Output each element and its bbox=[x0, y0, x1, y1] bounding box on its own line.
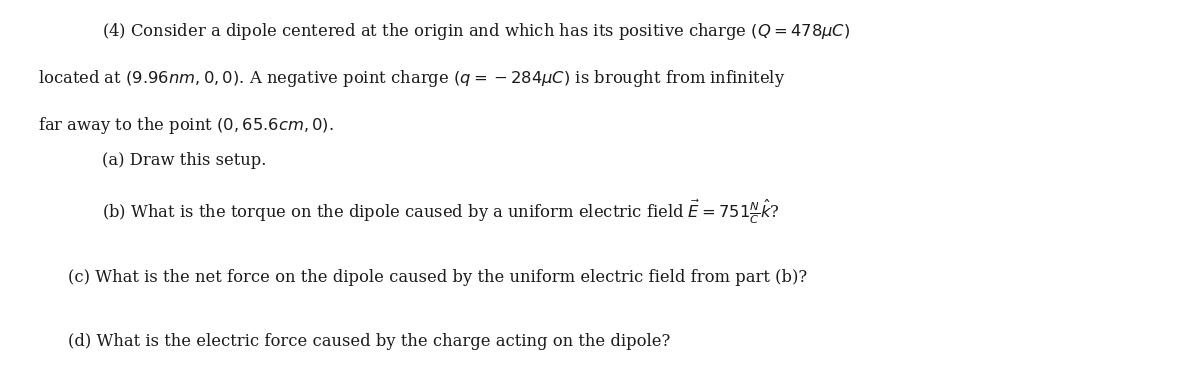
Text: (b) What is the torque on the dipole caused by a uniform electric field $\vec{E}: (b) What is the torque on the dipole cau… bbox=[102, 197, 780, 226]
Text: far away to the point $(0, 65.6cm, 0)$.: far away to the point $(0, 65.6cm, 0)$. bbox=[38, 115, 335, 136]
Text: located at $(9.96nm, 0, 0)$. A negative point charge $(q = -284\mu C)$ is brough: located at $(9.96nm, 0, 0)$. A negative … bbox=[38, 68, 786, 89]
Text: (c) What is the net force on the dipole caused by the uniform electric field fro: (c) What is the net force on the dipole … bbox=[68, 269, 808, 286]
Text: (d) What is the electric force caused by the charge acting on the dipole?: (d) What is the electric force caused by… bbox=[68, 333, 671, 350]
Text: (4) Consider a dipole centered at the origin and which has its positive charge $: (4) Consider a dipole centered at the or… bbox=[102, 21, 851, 42]
Text: (a) Draw this setup.: (a) Draw this setup. bbox=[102, 152, 266, 169]
